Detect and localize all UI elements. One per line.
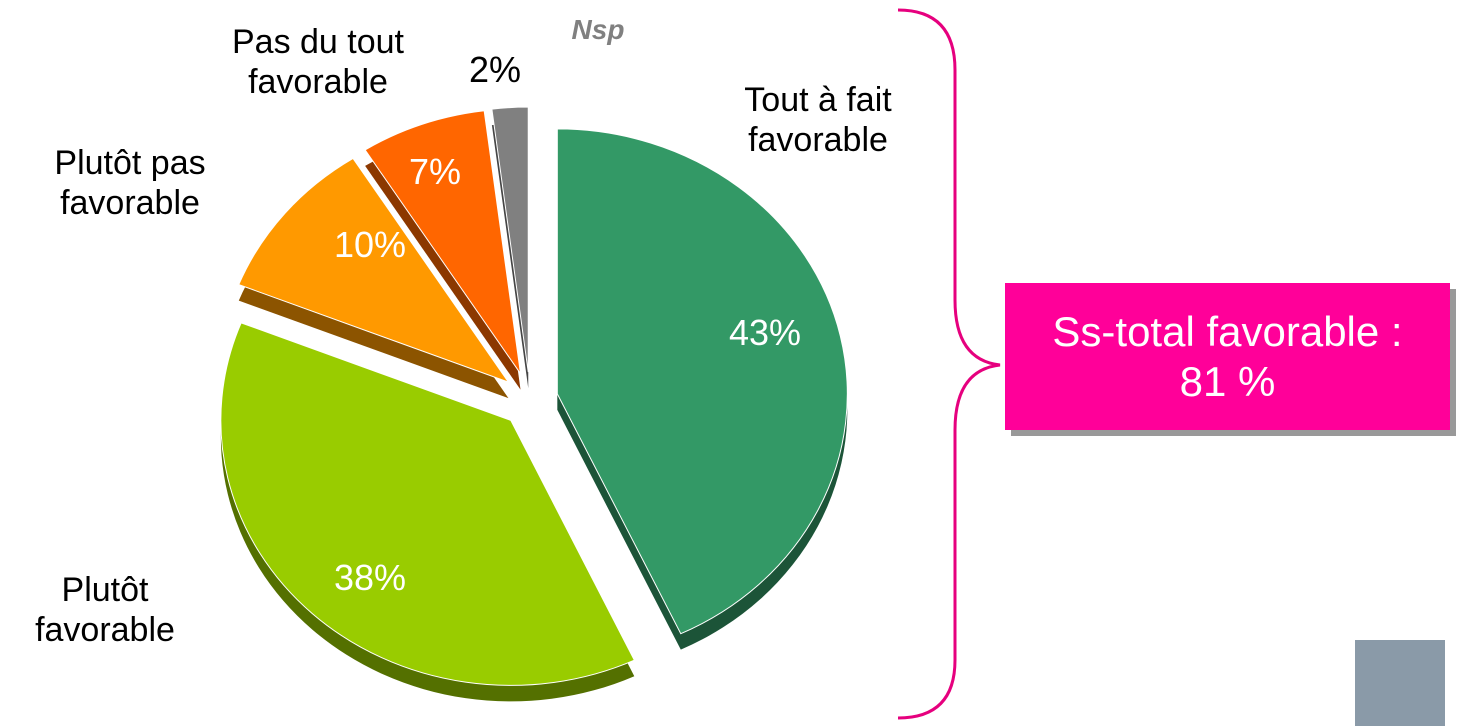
slice — [220, 322, 635, 686]
pie — [220, 106, 848, 702]
category-label: Plutôt pas favorable — [54, 144, 206, 222]
category-label: Tout à fait favorable — [744, 81, 892, 159]
value-label: 2% — [468, 49, 522, 90]
subtotal-box: Ss-total favorable : 81 % — [1005, 283, 1450, 430]
value-label: 43% — [728, 312, 802, 353]
value-label: 7% — [408, 151, 462, 192]
value-label: 10% — [333, 224, 407, 265]
slice — [364, 110, 522, 374]
subtotal-text: Ss-total favorable : 81 % — [1052, 307, 1403, 405]
value-label: 38% — [333, 557, 407, 598]
category-label: Pas du tout favorable — [231, 23, 404, 101]
slice — [491, 106, 529, 373]
category-label: Nsp — [571, 14, 625, 45]
category-label: Plutôt favorable — [35, 571, 175, 649]
photo — [1355, 640, 1445, 726]
brace — [897, 8, 1001, 720]
slice — [238, 157, 510, 384]
slice — [556, 128, 848, 635]
